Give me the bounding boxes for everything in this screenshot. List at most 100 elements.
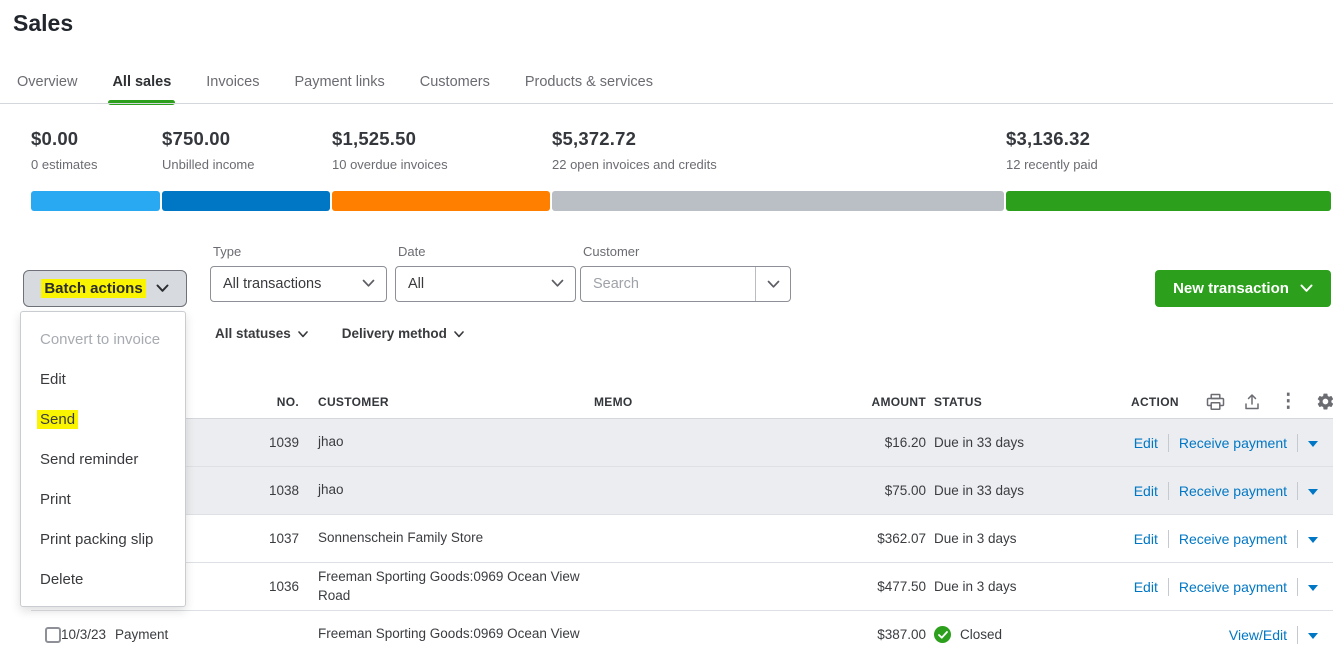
cell-action: Edit Receive payment (1131, 481, 1333, 500)
chevron-down-icon (551, 276, 564, 292)
combo-divider (755, 267, 756, 301)
menu-item[interactable]: Convert to invoice (21, 319, 185, 359)
all-statuses-label: All statuses (215, 326, 291, 341)
delivery-method-filter[interactable]: Delivery method (342, 326, 464, 341)
batch-actions-button[interactable]: Batch actions (23, 270, 187, 307)
cell-status: Closed (926, 626, 1131, 643)
tab-label: All sales (112, 74, 172, 90)
cell-no: 1038 (268, 483, 299, 498)
cell-no: 1036 (268, 579, 299, 594)
cell-status: Due in 3 days (926, 579, 1131, 594)
cell-no: 1037 (268, 531, 299, 546)
chevron-down-icon (454, 326, 464, 341)
chevron-down-icon[interactable] (756, 280, 790, 289)
secondary-filters: All statuses Delivery method (215, 326, 464, 341)
menu-item-label: Print (40, 490, 71, 508)
table-row: 1038 jhao $75.00 Due in 33 days Edit Rece… (31, 467, 1333, 515)
tab[interactable]: Customers (418, 72, 492, 103)
type-filter-label: Type (213, 244, 242, 259)
action-link[interactable]: Receive payment (1178, 530, 1287, 547)
stat-label: 22 open invoices and credits (552, 157, 717, 172)
tab-label: Products & services (524, 74, 653, 90)
tab-label: Overview (17, 74, 78, 90)
caret-down-icon[interactable] (1308, 632, 1318, 639)
money-stat: $1,525.50 10 overdue invoices (332, 128, 448, 172)
action-link[interactable]: Receive payment (1178, 482, 1287, 499)
stat-amount: $5,372.72 (552, 128, 637, 149)
export-icon[interactable] (1243, 393, 1261, 411)
cell-action: Edit Receive payment (1131, 433, 1333, 452)
menu-item-label: Convert to invoice (40, 330, 161, 348)
cell-status: Due in 33 days (926, 483, 1131, 498)
type-filter-select[interactable]: All transactions (210, 266, 387, 302)
menu-item[interactable]: Print (21, 479, 185, 519)
money-bar-segment[interactable] (31, 191, 160, 211)
action-link[interactable]: Edit (1133, 482, 1158, 499)
date-filter-select[interactable]: All (395, 266, 576, 302)
tab-label: Customers (419, 74, 490, 90)
settings-gear-icon[interactable] (1316, 392, 1333, 411)
stat-label: 12 recently paid (1006, 157, 1098, 172)
stat-label: 10 overdue invoices (332, 157, 448, 172)
table-row: 1036 Freeman Sporting Goods:0969 Ocean V… (31, 563, 1333, 611)
action-separator (1297, 577, 1298, 596)
caret-down-icon[interactable] (1308, 536, 1318, 543)
caret-down-icon[interactable] (1308, 488, 1318, 495)
printer-icon[interactable] (1206, 393, 1225, 411)
caret-down-icon[interactable] (1308, 584, 1318, 591)
chevron-down-icon (297, 326, 308, 341)
cell-date: 10/3/23 (61, 627, 107, 642)
money-stat: $5,372.72 22 open invoices and credits (552, 128, 717, 172)
tab-label: Payment links (294, 74, 385, 90)
action-separator (1297, 529, 1298, 548)
money-bar-segment[interactable] (332, 191, 550, 211)
cell-amount: $387.00 (877, 627, 926, 642)
page-title: Sales (13, 10, 74, 36)
action-separator (1167, 577, 1169, 596)
tab[interactable]: All sales (108, 72, 176, 105)
menu-item[interactable]: Print packing slip (21, 519, 185, 559)
cell-status: Due in 33 days (926, 435, 1131, 450)
menu-item[interactable]: Edit (21, 359, 185, 399)
cell-type: Payment (115, 627, 169, 642)
menu-item[interactable]: Send (21, 399, 185, 439)
chevron-down-icon (1300, 280, 1313, 297)
tab[interactable]: Invoices (204, 72, 261, 103)
action-separator (1167, 529, 1169, 548)
batch-actions-menu: Convert to invoice Edit Send Send remind… (20, 311, 186, 607)
money-bar-segment[interactable] (1006, 191, 1331, 211)
menu-item[interactable]: Delete (21, 559, 185, 599)
all-statuses-filter[interactable]: All statuses (215, 326, 308, 341)
action-link[interactable]: Receive payment (1178, 434, 1287, 451)
money-bar-segment[interactable] (162, 191, 330, 211)
status-text: Due in 3 days (934, 579, 1017, 594)
action-link[interactable]: Edit (1133, 578, 1158, 595)
menu-item[interactable]: Send reminder (21, 439, 185, 479)
money-bar (31, 191, 1331, 211)
row-checkbox[interactable] (45, 626, 61, 643)
money-bar-segment[interactable] (552, 191, 1004, 211)
tab[interactable]: Products & services (523, 72, 655, 103)
cell-amount: $362.07 (877, 531, 926, 546)
date-filter-label: Date (398, 244, 426, 259)
menu-item-label: Delete (40, 570, 84, 588)
status-text: Closed (960, 627, 1003, 642)
transactions-table: NO. CUSTOMER MEMO AMOUNT STATUS ACTION (31, 385, 1333, 651)
action-link[interactable]: Edit (1133, 530, 1158, 547)
customer-search-input[interactable] (581, 276, 755, 292)
header-memo: MEMO (594, 394, 633, 409)
new-transaction-button[interactable]: New transaction (1155, 270, 1331, 307)
caret-down-icon[interactable] (1308, 440, 1318, 447)
action-link[interactable]: Edit (1133, 434, 1158, 451)
action-separator (1167, 481, 1169, 500)
cell-customer: Sonnenschein Family Store (318, 530, 484, 546)
action-link[interactable]: Receive payment (1178, 578, 1287, 595)
action-link[interactable]: View/Edit (1228, 626, 1287, 643)
table-row: 10/3/23 Payment Freeman Sporting Goods:0… (31, 611, 1333, 651)
more-vertical-icon[interactable]: ⋮ (1278, 391, 1299, 412)
tab[interactable]: Overview (15, 72, 79, 103)
tab[interactable]: Payment links (292, 72, 386, 103)
menu-item-label: Send reminder (40, 450, 139, 468)
status-text: Due in 3 days (934, 531, 1017, 546)
money-stat: $750.00 Unbilled income (162, 128, 255, 172)
